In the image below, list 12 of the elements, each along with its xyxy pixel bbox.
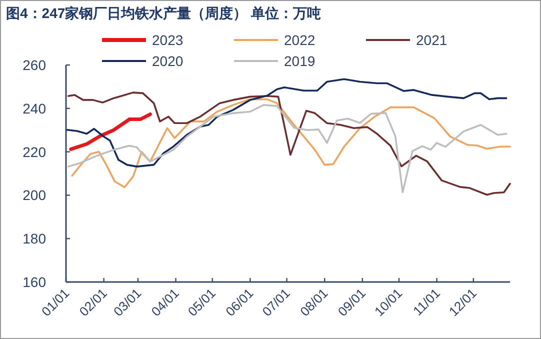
y-tick-label: 240: [22, 100, 46, 116]
legend-label: 2019: [284, 53, 316, 69]
legend-label: 2021: [416, 32, 448, 48]
y-tick-label: 180: [22, 230, 46, 247]
y-tick-label: 220: [22, 144, 46, 160]
chart-title: 图4：247家钢厂日均铁水产量（周度） 单位：万吨: [6, 5, 322, 21]
y-tick-label: 160: [22, 274, 46, 290]
legend-label: 2022: [284, 32, 316, 48]
legend-label: 2020: [152, 53, 184, 69]
y-tick-label: 200: [22, 187, 46, 204]
legend-label: 2023: [152, 32, 184, 48]
y-tick-label: 260: [22, 57, 46, 73]
